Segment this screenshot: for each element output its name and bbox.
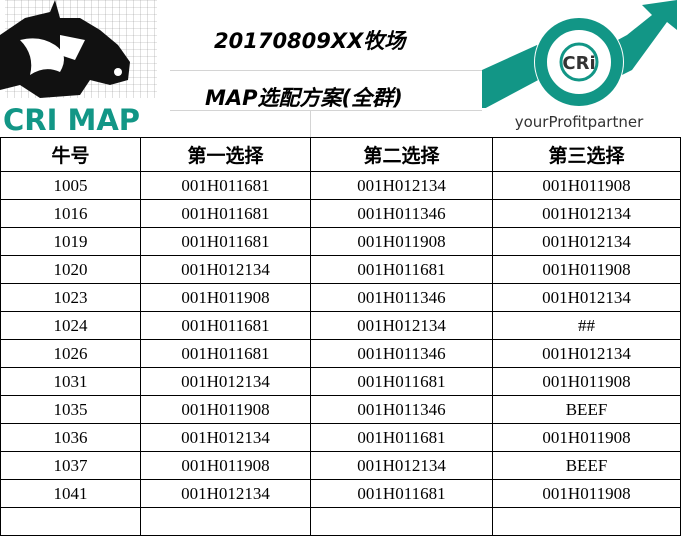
- cri-profit-partner-logo: CRi yourProfitpartner: [482, 0, 682, 132]
- cell-first-choice[interactable]: 001H011908: [140, 395, 311, 424]
- cell-first-choice[interactable]: 001H011681: [140, 311, 311, 340]
- cell-cow-id[interactable]: 1026: [0, 339, 141, 368]
- cell-first-choice[interactable]: 001H011908: [140, 283, 311, 312]
- cell-second-choice[interactable]: 001H012134: [310, 451, 493, 480]
- cell-first-choice[interactable]: 001H011681: [140, 171, 311, 200]
- cell-third-choice[interactable]: 001H011908: [492, 171, 681, 200]
- cell-first-choice[interactable]: 001H012134: [140, 423, 311, 452]
- cell-empty[interactable]: [0, 507, 141, 536]
- cell-third-choice[interactable]: 001H012134: [492, 227, 681, 256]
- cell-cow-id[interactable]: 1005: [0, 171, 141, 200]
- cell-first-choice[interactable]: 001H011681: [140, 199, 311, 228]
- cell-cow-id[interactable]: 1023: [0, 283, 141, 312]
- table-row: [0, 507, 681, 536]
- column-header-cow-id: 牛号: [0, 137, 141, 172]
- cell-empty[interactable]: [492, 507, 681, 536]
- cell-second-choice[interactable]: 001H011681: [310, 255, 493, 284]
- cell-second-choice[interactable]: 001H011346: [310, 395, 493, 424]
- cell-cow-id[interactable]: 1020: [0, 255, 141, 284]
- gridline: [170, 110, 483, 111]
- cell-third-choice[interactable]: BEEF: [492, 451, 681, 480]
- cell-cow-id[interactable]: 1036: [0, 423, 141, 452]
- cell-third-choice[interactable]: 001H011908: [492, 255, 681, 284]
- cell-second-choice[interactable]: 001H011346: [310, 283, 493, 312]
- cell-second-choice[interactable]: 001H011681: [310, 479, 493, 508]
- cell-second-choice[interactable]: 001H011681: [310, 367, 493, 396]
- tagline: yourProfitpartner: [515, 113, 644, 131]
- table-row: 1016 001H011681 001H011346 001H012134: [0, 199, 681, 228]
- cell-cow-id[interactable]: 1019: [0, 227, 141, 256]
- title-line1: 20170809XX牧场: [214, 29, 406, 53]
- table-row: 1041 001H012134 001H011681 001H011908: [0, 479, 681, 508]
- cell-cow-id[interactable]: 1035: [0, 395, 141, 424]
- column-header-second-choice: 第二选择: [310, 137, 493, 172]
- column-header-third-choice: 第三选择: [492, 137, 681, 172]
- cell-third-choice[interactable]: ##: [492, 311, 681, 340]
- cri-center-text: CRi: [562, 53, 595, 74]
- cell-empty[interactable]: [310, 507, 493, 536]
- column-header-first-choice: 第一选择: [140, 137, 311, 172]
- cell-first-choice[interactable]: 001H012134: [140, 367, 311, 396]
- table-header-row: 牛号 第一选择 第二选择 第三选择: [0, 137, 681, 172]
- table-row: 1037 001H011908 001H012134 BEEF: [0, 451, 681, 480]
- cell-cow-id[interactable]: 1037: [0, 451, 141, 480]
- cell-cow-id[interactable]: 1041: [0, 479, 141, 508]
- table-row: 1023 001H011908 001H011346 001H012134: [0, 283, 681, 312]
- table-row: 1026 001H011681 001H011346 001H012134: [0, 339, 681, 368]
- cell-second-choice[interactable]: 001H011346: [310, 199, 493, 228]
- title-line2: MAP选配方案(全群): [205, 86, 403, 110]
- table-row: 1036 001H012134 001H011681 001H011908: [0, 423, 681, 452]
- cell-second-choice[interactable]: 001H012134: [310, 171, 493, 200]
- cell-third-choice[interactable]: 001H012134: [492, 283, 681, 312]
- cell-third-choice[interactable]: 001H012134: [492, 199, 681, 228]
- cell-first-choice[interactable]: 001H012134: [140, 255, 311, 284]
- gridline: [170, 70, 483, 71]
- logo-text: CRI MAP: [3, 103, 140, 135]
- cell-first-choice[interactable]: 001H011681: [140, 227, 311, 256]
- cell-second-choice[interactable]: 001H011908: [310, 227, 493, 256]
- cell-cow-id[interactable]: 1031: [0, 367, 141, 396]
- cell-first-choice[interactable]: 001H011908: [140, 451, 311, 480]
- table-row: 1005 001H011681 001H012134 001H011908: [0, 171, 681, 200]
- cell-cow-id[interactable]: 1024: [0, 311, 141, 340]
- cri-map-logo: CRI MAP: [0, 0, 162, 137]
- gridline: [310, 110, 311, 137]
- cell-third-choice[interactable]: 001H011908: [492, 423, 681, 452]
- cell-second-choice[interactable]: 001H012134: [310, 311, 493, 340]
- table-row: 1031 001H012134 001H011681 001H011908: [0, 367, 681, 396]
- cell-third-choice[interactable]: 001H012134: [492, 339, 681, 368]
- cell-third-choice[interactable]: 001H011908: [492, 479, 681, 508]
- selection-table: 牛号 第一选择 第二选择 第三选择 1005 001H011681 001H0121…: [0, 137, 681, 536]
- cell-third-choice[interactable]: BEEF: [492, 395, 681, 424]
- table-row: 1020 001H012134 001H011681 001H011908: [0, 255, 681, 284]
- table-row: 1019 001H011681 001H011908 001H012134: [0, 227, 681, 256]
- cell-empty[interactable]: [140, 507, 311, 536]
- cell-cow-id[interactable]: 1016: [0, 199, 141, 228]
- table-row: 1035 001H011908 001H011346 BEEF: [0, 395, 681, 424]
- cell-third-choice[interactable]: 001H011908: [492, 367, 681, 396]
- table-row: 1024 001H011681 001H012134 ##: [0, 311, 681, 340]
- cell-second-choice[interactable]: 001H011346: [310, 339, 493, 368]
- cell-second-choice[interactable]: 001H011681: [310, 423, 493, 452]
- cell-first-choice[interactable]: 001H011681: [140, 339, 311, 368]
- cell-first-choice[interactable]: 001H012134: [140, 479, 311, 508]
